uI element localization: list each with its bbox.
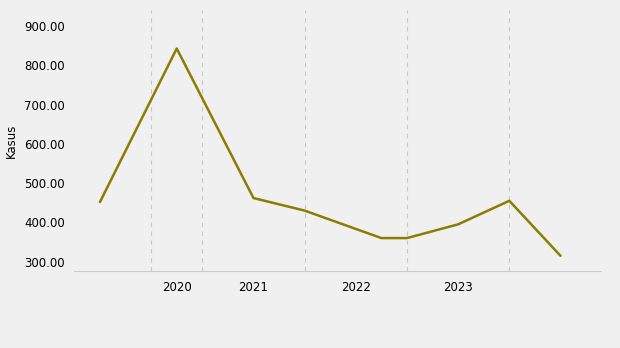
Line: Kalimantan Barat: Kalimantan Barat <box>100 48 560 256</box>
Kalimantan Barat <box>403 236 410 240</box>
Kalimantan Barat <box>454 222 462 227</box>
Kalimantan Barat <box>505 199 513 203</box>
Kalimantan Barat <box>173 46 180 50</box>
Kalimantan Barat <box>378 236 385 240</box>
Y-axis label: Kasus: Kasus <box>6 124 19 158</box>
Kalimantan Barat <box>96 200 104 204</box>
Kalimantan Barat <box>301 208 308 213</box>
Kalimantan Barat <box>250 196 257 200</box>
Kalimantan Barat <box>557 254 564 258</box>
